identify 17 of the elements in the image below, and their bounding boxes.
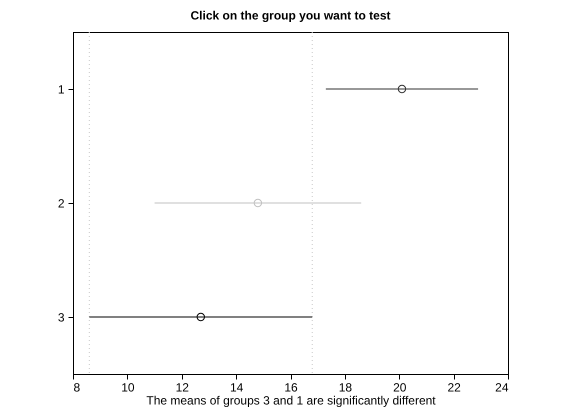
- y-tick-label: 1: [58, 82, 65, 96]
- x-axis-title: The means of groups 3 and 1 are significantly different: [146, 394, 436, 408]
- point: [254, 198, 262, 208]
- x-tick-label: 12: [176, 380, 190, 394]
- x-tick-label: 10: [121, 380, 135, 394]
- x-tick-label: 20: [393, 380, 407, 394]
- point: [196, 312, 205, 322]
- x-tick-label: 8: [74, 380, 80, 394]
- x-tick-label: 16: [284, 380, 298, 394]
- point: [398, 84, 406, 94]
- x-tick-label: 18: [338, 380, 352, 394]
- x-tick-label: 22: [447, 380, 462, 394]
- x-tick-label: 14: [230, 380, 244, 394]
- chart-title: Click on the group you want to test: [190, 8, 391, 22]
- y-tick-label: 2: [58, 196, 65, 210]
- y-tick-label: 3: [58, 310, 65, 324]
- x-tick-label: 24: [495, 380, 509, 394]
